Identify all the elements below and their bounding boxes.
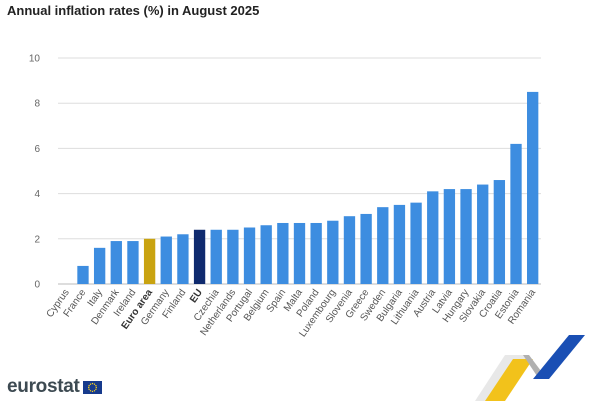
y-tick-label: 4 [34,189,40,200]
bar-croatia [493,180,506,284]
bar-denmark [110,241,122,284]
bar-italy [93,247,106,284]
bar-netherlands [227,229,239,284]
bar-czechia [210,229,222,284]
bar-latvia [443,189,456,284]
bar-luxembourg [327,220,339,284]
eu-flag-icon [82,380,102,394]
bar-portugal [243,227,256,284]
bar-spain [277,222,289,284]
y-axis-ticks: 0 2 4 6 8 10 [29,54,41,291]
bar-finland [177,234,189,284]
bar-austria [427,191,439,284]
bar-estonia [510,143,522,284]
bar-ireland [127,241,139,284]
bar-greece [360,213,372,284]
bar-euro-area [143,238,156,284]
eurostat-logo: eurostat [7,376,102,398]
bar-eu [193,229,206,284]
bars [77,91,539,285]
bar-hungary [460,189,472,284]
bar-lithuania [410,202,422,284]
y-tick-label: 8 [34,99,40,110]
bar-chart: 0 2 4 6 8 10 CyprusFranceItalyDenmarkIrelandE… [29,54,541,340]
y-tick-label: 6 [34,144,40,155]
y-tick-label: 2 [34,234,40,245]
bar-malta [293,222,306,284]
page-title: Annual inflation rates (%) in August 202… [7,3,260,18]
bar-bulgaria [393,204,406,284]
bar-sweden [377,207,389,284]
bar-france [77,265,89,284]
eurostat-logo-text: eurostat [7,376,80,397]
bar-slovenia [343,216,356,284]
bar-slovakia [477,184,489,284]
y-tick-label: 0 [34,280,40,291]
bar-belgium [260,225,272,284]
y-tick-label: 10 [29,54,41,65]
bar-poland [310,222,322,284]
brand-ribbon-graphic [475,335,585,401]
bar-germany [160,236,172,284]
bar-romania [527,91,539,285]
